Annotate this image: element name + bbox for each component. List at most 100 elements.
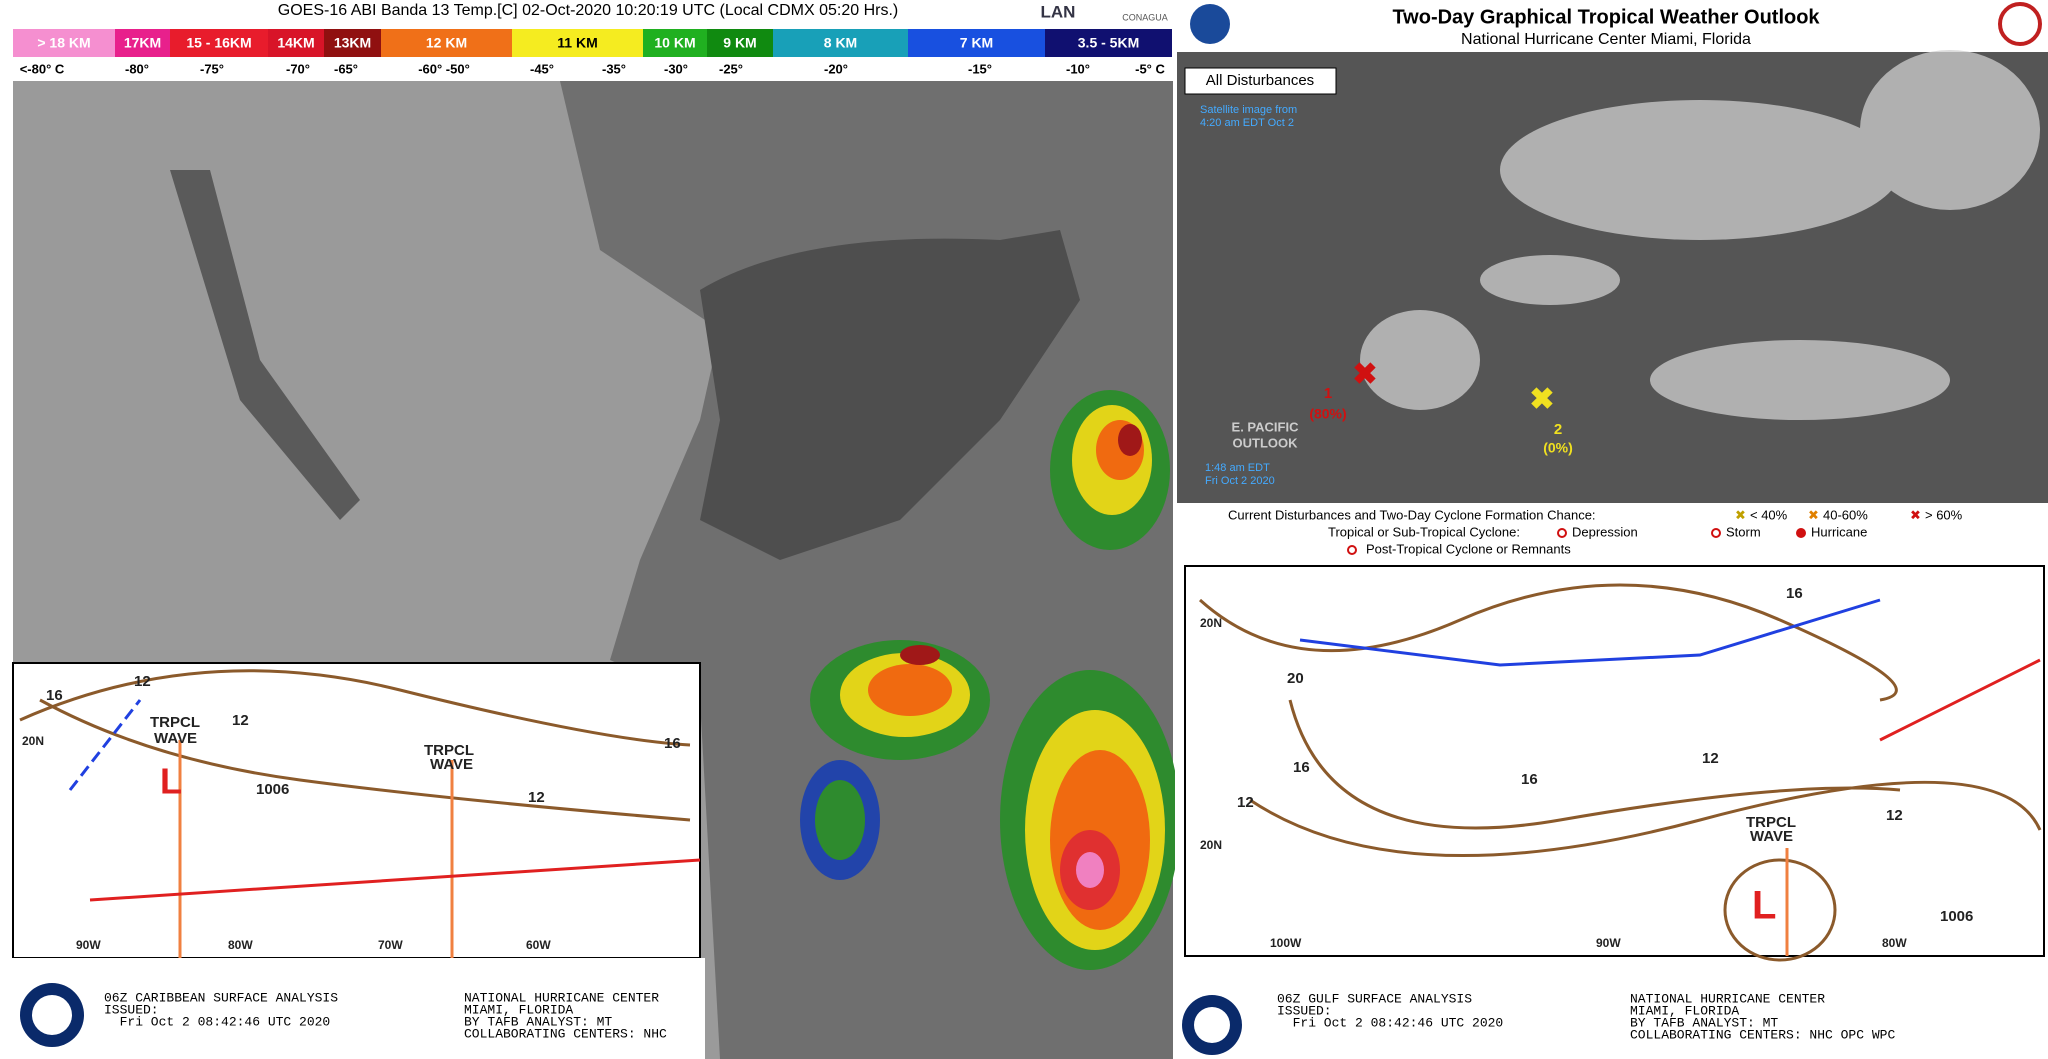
map-label: 16 <box>1293 759 1310 776</box>
tab-label: All Disturbances <box>1206 72 1314 89</box>
temp-label: -45° <box>530 61 554 76</box>
colorbar-segment <box>170 29 268 57</box>
legend-text: < 40% <box>1750 507 1788 522</box>
colorbar-label: 13KM <box>334 35 371 51</box>
sat-title: GOES-16 ABI Banda 13 Temp.[C] 02-Oct-202… <box>278 2 898 19</box>
sat-note: Satellite image from <box>1200 104 1297 116</box>
temp-label: -75° <box>200 61 224 76</box>
colorbar-segment <box>773 29 908 57</box>
colorbar-segment <box>268 29 324 57</box>
colorbar-label: 9 KM <box>723 35 756 51</box>
map-label: 20N <box>1200 616 1222 630</box>
legend-text: Tropical or Sub-Tropical Cyclone: <box>1328 524 1520 539</box>
colorbar-label: 8 KM <box>824 35 857 51</box>
logo-conagua: CONAGUA <box>1122 12 1168 22</box>
gulf-california <box>170 170 360 520</box>
footer-text: COLLABORATING CENTERS: NHC <box>464 1026 667 1041</box>
map-label: 16 <box>1521 771 1538 788</box>
outlook-title: Two-Day Graphical Tropical Weather Outlo… <box>1392 6 1820 28</box>
colorbar-segment <box>13 29 115 57</box>
colorbar-segment <box>512 29 643 57</box>
isobar <box>1198 583 1898 702</box>
footer-text: 06Z CARIBBEAN SURFACE ANALYSIS <box>104 990 338 1005</box>
isobar <box>19 669 691 747</box>
ep-label: OUTLOOK <box>1233 435 1299 450</box>
legend-text: Storm <box>1726 524 1761 539</box>
legend-marker: ✖ <box>1910 507 1921 522</box>
cold-front <box>1299 598 1881 667</box>
legend-text: Post-Tropical Cyclone or Remnants <box>1366 541 1571 556</box>
footer-text: NATIONAL HURRICANE CENTER <box>464 990 659 1005</box>
legend-text: Hurricane <box>1811 524 1867 539</box>
map-label: 1006 <box>256 781 289 798</box>
temp-label: -70° <box>286 61 310 76</box>
colorbar-segment <box>381 29 512 57</box>
ep-label: E. PACIFIC <box>1232 419 1300 434</box>
x-marker: ✖ <box>1529 383 1554 416</box>
colorbar-segment <box>908 29 1045 57</box>
map-label: 16 <box>1786 585 1803 602</box>
ep-time: 1:48 am EDT <box>1205 462 1270 474</box>
map-label: 12 <box>1702 750 1719 767</box>
temp-label: -65° <box>334 61 358 76</box>
colorbar-segment <box>643 29 707 57</box>
legend-marker: ✖ <box>1808 507 1819 522</box>
colorbar-label: 7 KM <box>960 35 993 51</box>
footer-text: MIAMI, FLORIDA <box>464 1002 573 1017</box>
colorbar-label: 12 KM <box>426 35 467 51</box>
colorbar-label: 14KM <box>277 35 314 51</box>
temp-label: <-80° C <box>20 61 65 76</box>
x-marker: ✖ <box>1352 358 1377 391</box>
isobar <box>1288 699 1901 830</box>
temp-label: -60° -50° <box>418 61 470 76</box>
map-label: TRPCL <box>424 742 474 759</box>
colorbar-label: > 18 KM <box>37 35 90 51</box>
footer-text: Fri Oct 2 08:42:46 UTC 2020 <box>1277 1015 1503 1030</box>
sat-note: 4:20 am EDT Oct 2 <box>1200 117 1294 129</box>
map-label: 20N <box>22 734 44 748</box>
temp-label: -10° <box>1066 61 1090 76</box>
clouds <box>1360 50 2040 420</box>
temp-label: -15° <box>968 61 992 76</box>
isobar <box>1249 780 2042 858</box>
isobar <box>1723 858 1837 962</box>
legend-text: 40-60% <box>1823 507 1868 522</box>
low-center: L <box>160 761 182 802</box>
map-label: WAVE <box>1750 828 1793 845</box>
colorbar-segment <box>324 29 381 57</box>
map-label: 16 <box>46 687 63 704</box>
footer-text: Fri Oct 2 08:42:46 UTC 2020 <box>104 1014 330 1029</box>
footer-text: BY TAFB ANALYST: MT <box>1630 1015 1778 1030</box>
legend-text: Current Disturbances and Two-Day Cyclone… <box>1228 507 1596 522</box>
footer-text: COLLABORATING CENTERS: NHC OPC WPC <box>1630 1027 1895 1042</box>
map-label: TRPCL <box>1746 814 1796 831</box>
footer-bg <box>0 958 705 1059</box>
legend-text: > 60% <box>1925 507 1963 522</box>
map-label: 60W <box>526 938 551 952</box>
nws-logo <box>1998 2 2042 46</box>
itcz <box>89 858 701 902</box>
colorbar: > 18 KM 17KM 15 - 16KM 14KM 13KM 12 KM 11 KM 10… <box>13 29 1172 76</box>
legend-text: Depression <box>1572 524 1638 539</box>
map-label: WAVE <box>154 730 197 747</box>
outlook-subtitle: National Hurricane Center Miami, Florida <box>1461 31 1751 48</box>
map-label: 70W <box>378 938 403 952</box>
temp-label: -80° <box>125 61 149 76</box>
map-label: 20N <box>1200 838 1222 852</box>
noaa-logo <box>1190 4 1230 44</box>
map-label: 12 <box>1886 807 1903 824</box>
ep-time: Fri Oct 2 2020 <box>1205 475 1275 487</box>
logo-lan: LAN <box>1041 2 1076 21</box>
temp-label: -5° C <box>1135 61 1165 76</box>
map-label: 1006 <box>1940 908 1973 925</box>
map-label: 12 <box>134 673 151 690</box>
colorbar-label: 15 - 16KM <box>186 35 251 51</box>
disturbance-pct: (0%) <box>1543 440 1573 456</box>
map-label: WAVE <box>430 756 473 773</box>
disturbance-id: 2 <box>1554 421 1562 438</box>
trough <box>68 699 142 791</box>
isobar <box>39 698 691 822</box>
temp-label: -30° <box>664 61 688 76</box>
map-label: 20 <box>1287 670 1304 687</box>
